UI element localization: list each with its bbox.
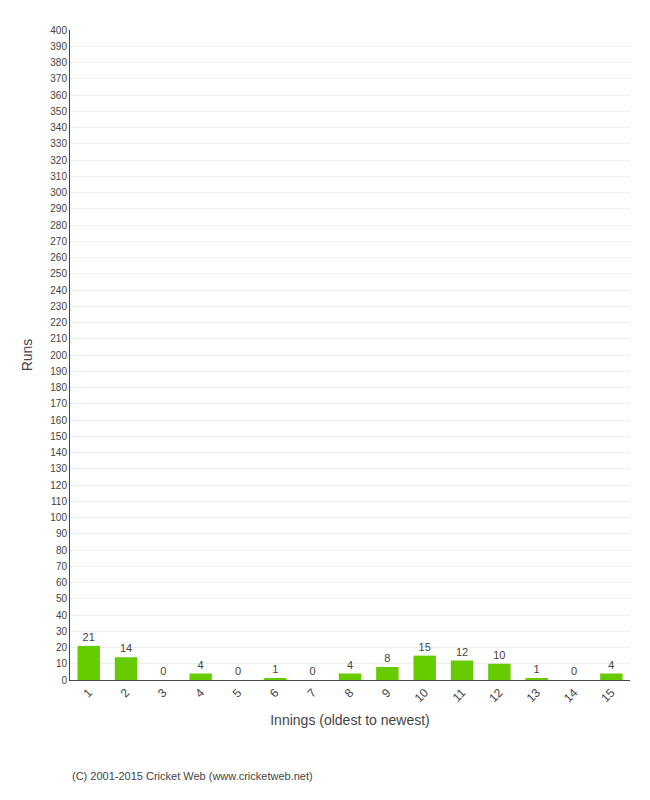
svg-text:4: 4 bbox=[192, 686, 207, 701]
svg-text:1: 1 bbox=[272, 663, 278, 675]
svg-text:190: 190 bbox=[50, 366, 67, 377]
svg-text:0: 0 bbox=[160, 665, 166, 677]
svg-text:21: 21 bbox=[83, 631, 95, 643]
svg-text:5: 5 bbox=[230, 686, 245, 701]
svg-text:220: 220 bbox=[50, 317, 67, 328]
svg-text:20: 20 bbox=[56, 642, 68, 653]
svg-text:15: 15 bbox=[419, 641, 431, 653]
svg-text:280: 280 bbox=[50, 220, 67, 231]
svg-text:40: 40 bbox=[56, 610, 68, 621]
svg-text:250: 250 bbox=[50, 268, 67, 279]
svg-text:30: 30 bbox=[56, 626, 68, 637]
svg-text:100: 100 bbox=[50, 512, 67, 523]
svg-text:14: 14 bbox=[561, 686, 581, 706]
svg-text:110: 110 bbox=[51, 496, 67, 507]
svg-text:8: 8 bbox=[384, 652, 390, 664]
svg-text:300: 300 bbox=[50, 187, 67, 198]
svg-text:330: 330 bbox=[50, 138, 67, 149]
svg-text:12: 12 bbox=[456, 646, 468, 658]
svg-text:260: 260 bbox=[50, 252, 67, 263]
svg-text:180: 180 bbox=[50, 382, 67, 393]
svg-text:14: 14 bbox=[120, 642, 132, 654]
svg-text:Runs: Runs bbox=[19, 339, 35, 372]
svg-text:200: 200 bbox=[50, 350, 67, 361]
svg-text:10: 10 bbox=[412, 686, 432, 706]
svg-text:400: 400 bbox=[50, 25, 67, 36]
svg-text:0: 0 bbox=[61, 675, 67, 686]
svg-text:13: 13 bbox=[524, 686, 544, 706]
svg-text:320: 320 bbox=[50, 155, 67, 166]
svg-text:4: 4 bbox=[198, 659, 204, 671]
svg-text:50: 50 bbox=[56, 593, 68, 604]
svg-text:210: 210 bbox=[50, 333, 67, 344]
svg-text:0: 0 bbox=[235, 665, 241, 677]
svg-text:230: 230 bbox=[50, 301, 67, 312]
svg-text:310: 310 bbox=[50, 171, 67, 182]
svg-text:1: 1 bbox=[80, 686, 95, 701]
svg-text:1: 1 bbox=[534, 663, 540, 675]
svg-text:150: 150 bbox=[50, 431, 67, 442]
svg-text:(C) 2001-2015 Cricket Web (www: (C) 2001-2015 Cricket Web (www.cricketwe… bbox=[72, 770, 313, 782]
svg-text:140: 140 bbox=[50, 447, 67, 458]
svg-text:0: 0 bbox=[571, 665, 577, 677]
svg-text:70: 70 bbox=[56, 561, 68, 572]
svg-text:3: 3 bbox=[155, 686, 170, 701]
svg-text:90: 90 bbox=[56, 528, 68, 539]
svg-text:15: 15 bbox=[598, 686, 618, 706]
svg-text:7: 7 bbox=[304, 686, 319, 701]
svg-text:0: 0 bbox=[310, 665, 316, 677]
svg-text:370: 370 bbox=[50, 73, 67, 84]
svg-text:11: 11 bbox=[450, 686, 469, 705]
svg-text:10: 10 bbox=[493, 649, 505, 661]
svg-text:4: 4 bbox=[608, 659, 614, 671]
svg-text:80: 80 bbox=[56, 545, 68, 556]
svg-text:350: 350 bbox=[50, 106, 67, 117]
svg-text:380: 380 bbox=[50, 57, 67, 68]
svg-text:340: 340 bbox=[50, 122, 67, 133]
svg-text:270: 270 bbox=[50, 236, 67, 247]
svg-text:130: 130 bbox=[50, 463, 67, 474]
svg-text:390: 390 bbox=[50, 41, 67, 52]
svg-text:Innings (oldest to newest): Innings (oldest to newest) bbox=[270, 712, 430, 728]
svg-text:6: 6 bbox=[267, 686, 282, 701]
svg-text:10: 10 bbox=[56, 658, 68, 669]
svg-text:4: 4 bbox=[347, 659, 353, 671]
svg-text:170: 170 bbox=[50, 398, 67, 409]
svg-text:120: 120 bbox=[50, 480, 67, 491]
svg-text:290: 290 bbox=[50, 203, 67, 214]
svg-text:12: 12 bbox=[486, 686, 506, 706]
svg-text:9: 9 bbox=[379, 686, 394, 701]
svg-text:8: 8 bbox=[342, 686, 357, 701]
svg-text:2: 2 bbox=[118, 686, 133, 701]
svg-text:60: 60 bbox=[56, 577, 68, 588]
svg-text:360: 360 bbox=[50, 90, 67, 101]
svg-text:240: 240 bbox=[50, 285, 67, 296]
svg-text:160: 160 bbox=[50, 415, 67, 426]
